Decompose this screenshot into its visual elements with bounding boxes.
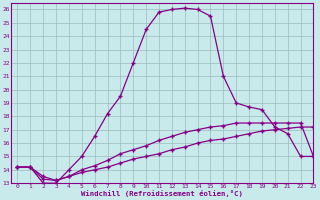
- X-axis label: Windchill (Refroidissement éolien,°C): Windchill (Refroidissement éolien,°C): [81, 190, 243, 197]
